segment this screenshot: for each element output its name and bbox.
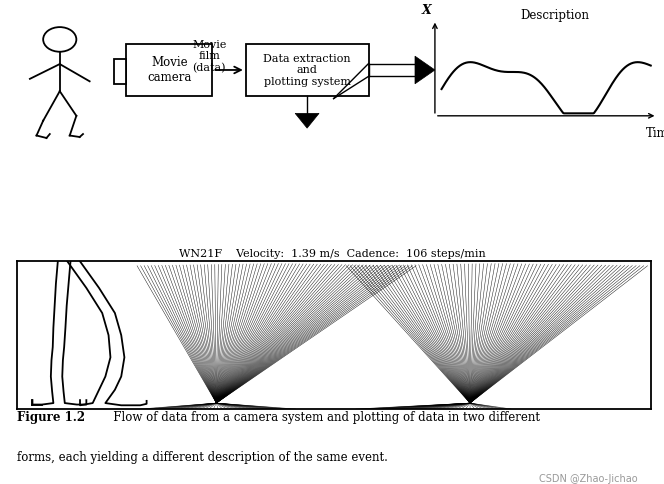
Text: Data extraction
and
plotting system: Data extraction and plotting system (264, 54, 351, 87)
Text: forms, each yielding a different description of the same event.: forms, each yielding a different descrip… (17, 451, 388, 464)
Polygon shape (415, 56, 435, 84)
Text: Flow of data from a camera system and plotting of data in two different: Flow of data from a camera system and pl… (102, 411, 540, 424)
Text: Description: Description (520, 9, 589, 22)
FancyBboxPatch shape (126, 45, 212, 96)
Text: CSDN @Zhao-Jichao: CSDN @Zhao-Jichao (539, 474, 638, 484)
FancyBboxPatch shape (114, 59, 126, 84)
Text: X: X (422, 4, 432, 17)
Polygon shape (295, 113, 319, 128)
Text: Movie
film
(data): Movie film (data) (192, 40, 226, 74)
Text: Time: Time (646, 127, 664, 140)
FancyBboxPatch shape (246, 45, 369, 96)
Text: WN21F    Velocity:  1.39 m/s  Cadence:  106 steps/min: WN21F Velocity: 1.39 m/s Cadence: 106 st… (179, 249, 485, 259)
Text: Movie
camera: Movie camera (147, 56, 191, 84)
Text: Figure 1.2: Figure 1.2 (17, 411, 85, 424)
